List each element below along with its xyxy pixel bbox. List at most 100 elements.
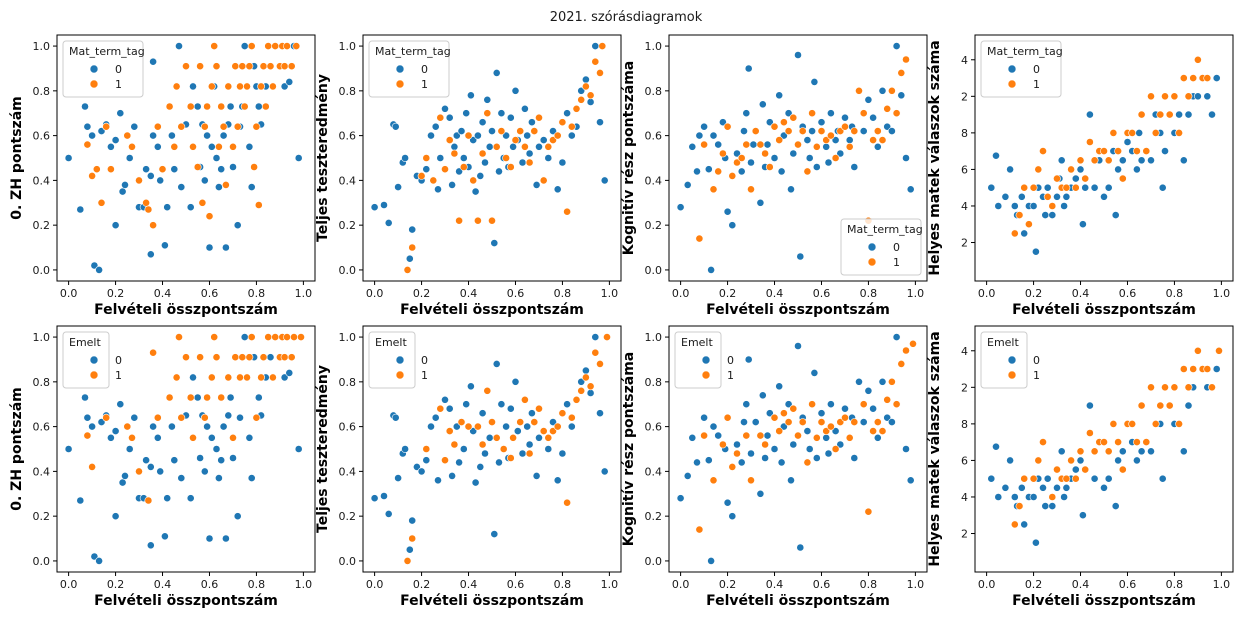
scatter-point bbox=[558, 449, 567, 458]
scatter-point bbox=[506, 163, 515, 171]
scatter-point bbox=[539, 136, 548, 144]
scatter-point bbox=[1104, 183, 1113, 192]
scatter-point bbox=[906, 476, 915, 485]
scatter-point bbox=[765, 163, 774, 171]
scatter-point bbox=[149, 348, 157, 357]
scatter-point bbox=[714, 140, 723, 149]
scatter-point bbox=[1053, 483, 1061, 492]
scatter-point bbox=[586, 98, 595, 106]
scatter-point bbox=[897, 359, 906, 368]
scatter-point bbox=[264, 42, 273, 50]
legend: Mat_term_tag 0 1 bbox=[840, 218, 923, 276]
scatter-point bbox=[247, 474, 256, 482]
scatter-point bbox=[471, 187, 480, 196]
scatter-point bbox=[1076, 156, 1085, 165]
scatter-point bbox=[700, 140, 708, 149]
scatter-point bbox=[827, 131, 835, 140]
legend: Emelt 0 1 bbox=[674, 331, 734, 389]
scatter-point bbox=[553, 422, 562, 431]
scatter-point bbox=[1034, 165, 1043, 174]
scatter-point bbox=[1039, 147, 1047, 155]
scatter-point bbox=[177, 474, 186, 482]
y-tick-label: 0.6 bbox=[339, 130, 357, 143]
scatter-point bbox=[808, 400, 816, 409]
scatter-point bbox=[596, 359, 604, 368]
scatter-point bbox=[1189, 365, 1198, 373]
scatter-point bbox=[464, 131, 473, 140]
scatter-point bbox=[107, 142, 115, 151]
scatter-point bbox=[567, 131, 576, 140]
scatter-point bbox=[1158, 474, 1167, 483]
scatter-point bbox=[153, 122, 162, 131]
scatter-point bbox=[483, 386, 492, 395]
scatter-point bbox=[1158, 183, 1167, 192]
plot-frame bbox=[56, 34, 316, 282]
scatter-point bbox=[177, 183, 186, 191]
y-tick-label: 0.2 bbox=[645, 219, 663, 232]
scatter-point bbox=[1165, 401, 1174, 410]
scatter-point bbox=[878, 377, 887, 386]
scatter-point bbox=[728, 462, 737, 471]
scatter-point bbox=[422, 445, 431, 453]
scatter-point bbox=[1123, 138, 1132, 146]
scatter-point bbox=[123, 131, 132, 140]
x-tick-label: 0.8 bbox=[860, 578, 878, 591]
scatter-point bbox=[149, 57, 157, 66]
scatter-point bbox=[252, 413, 261, 422]
scatter-point bbox=[257, 82, 265, 91]
scatter-point bbox=[553, 131, 562, 140]
scatter-point bbox=[892, 333, 901, 341]
scatter-point bbox=[1170, 92, 1179, 101]
scatter-point bbox=[210, 42, 219, 50]
scatter-point bbox=[1137, 401, 1146, 410]
scatter-point bbox=[473, 131, 482, 140]
scatter-point bbox=[789, 149, 798, 158]
scatter-point bbox=[1194, 346, 1202, 355]
scatter-point bbox=[873, 142, 882, 151]
y-tick-label: 8 bbox=[961, 127, 968, 140]
scatter-point bbox=[805, 445, 814, 453]
scatter-point bbox=[135, 467, 143, 476]
scatter-point bbox=[436, 404, 445, 413]
scatter-point bbox=[492, 69, 501, 77]
scatter-point bbox=[506, 113, 515, 122]
scatter-point bbox=[878, 136, 887, 144]
scatter-point bbox=[787, 476, 795, 485]
scatter-point bbox=[511, 377, 520, 386]
scatter-point bbox=[455, 458, 463, 467]
y-tick-label: 0.2 bbox=[339, 510, 357, 523]
scatter-point bbox=[177, 413, 186, 422]
legend-label: 1 bbox=[115, 369, 122, 382]
y-tick-label: 4 bbox=[961, 345, 968, 358]
plot-frame bbox=[56, 325, 316, 573]
scatter-point bbox=[516, 127, 525, 136]
scatter-point bbox=[384, 218, 393, 227]
scatter-point bbox=[511, 136, 520, 144]
series-0 bbox=[370, 42, 609, 263]
scatter-point bbox=[172, 82, 181, 91]
scatter-point bbox=[780, 409, 788, 418]
scatter-point bbox=[212, 445, 221, 453]
scatter-point bbox=[287, 62, 296, 71]
y-tick-label: 0.2 bbox=[339, 219, 357, 232]
scatter-point bbox=[294, 445, 303, 453]
x-tick-label: 0.0 bbox=[366, 287, 384, 300]
scatter-point bbox=[509, 433, 517, 442]
scatter-point bbox=[81, 393, 89, 402]
scatter-point bbox=[1020, 474, 1029, 483]
scatter-point bbox=[142, 165, 150, 174]
legend-label: 1 bbox=[893, 256, 900, 269]
scatter-point bbox=[1057, 447, 1066, 456]
scatter-point bbox=[1032, 538, 1040, 547]
scatter-point bbox=[586, 382, 595, 391]
scatter-point bbox=[207, 82, 216, 91]
scatter-point bbox=[719, 440, 727, 449]
plot-frame bbox=[974, 325, 1234, 573]
scatter-point bbox=[1029, 493, 1038, 501]
scatter-point bbox=[196, 454, 204, 462]
x-tick-label: 0.6 bbox=[507, 287, 525, 300]
scatter-point bbox=[144, 496, 153, 505]
x-tick-label: 0.8 bbox=[248, 287, 266, 300]
scatter-point bbox=[497, 109, 506, 118]
scatter-point bbox=[553, 476, 562, 485]
